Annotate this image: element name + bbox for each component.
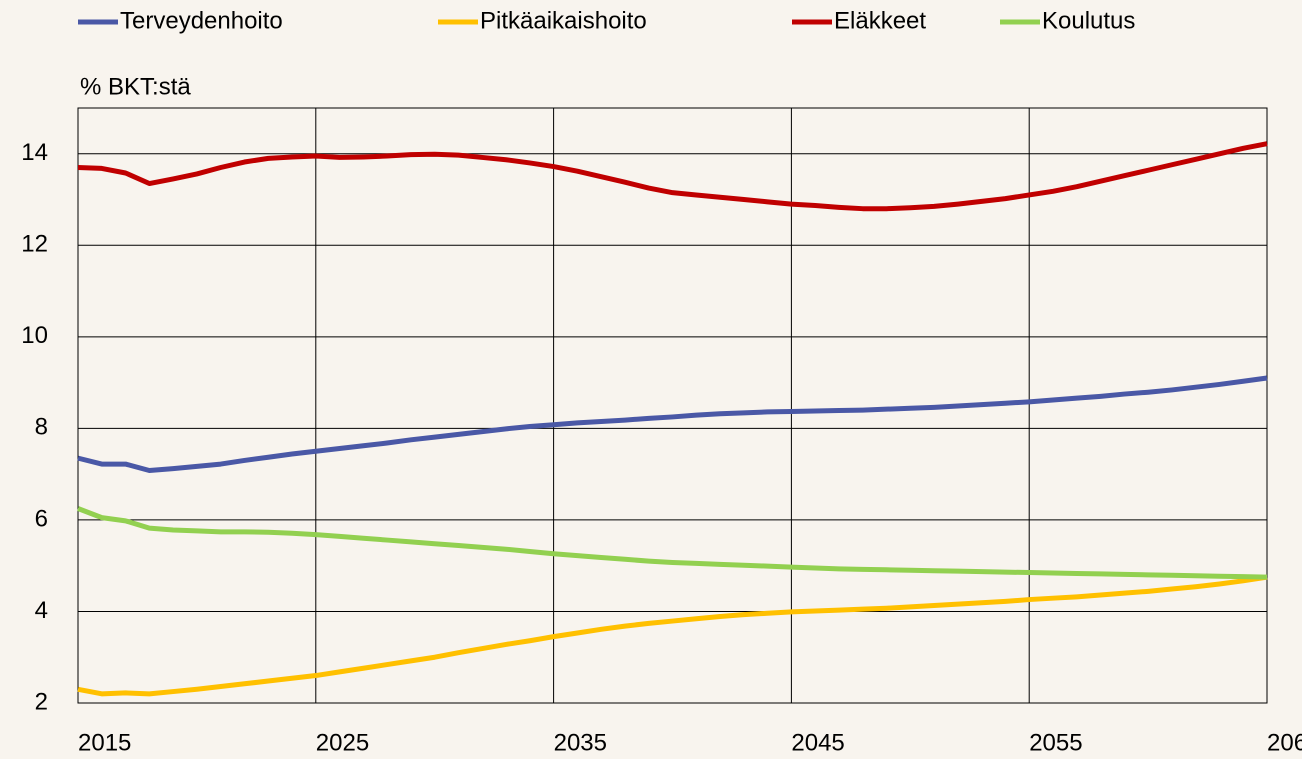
y-tick-label: 4 [35,597,48,624]
y-tick-label: 12 [21,231,48,258]
x-tick-label: 2025 [316,729,369,756]
data-line [77,141,1268,212]
y-tick-label: 2 [35,688,48,715]
x-tick-label: 2015 [78,729,131,756]
y-tick-label: 14 [21,139,48,166]
y-tick-label: 6 [35,505,48,532]
legend-label: Pitkäaikaishoito [480,7,647,34]
plot-area [77,107,1268,704]
legend-label: Eläkkeet [834,7,926,34]
y-tick-label: 8 [35,414,48,441]
y-axis-label: % BKT:stä [80,73,191,100]
x-tick-label: 2035 [554,729,607,756]
legend-label: Koulutus [1042,7,1135,34]
data-line [77,506,1268,580]
y-tick-label: 10 [21,322,48,349]
x-tick-label: 2045 [791,729,844,756]
legend-label: Terveydenhoito [120,7,283,34]
x-tick-label: 2055 [1029,729,1082,756]
x-tick-label: 2065 [1267,729,1302,756]
data-line [77,574,1268,697]
data-line [77,375,1268,473]
